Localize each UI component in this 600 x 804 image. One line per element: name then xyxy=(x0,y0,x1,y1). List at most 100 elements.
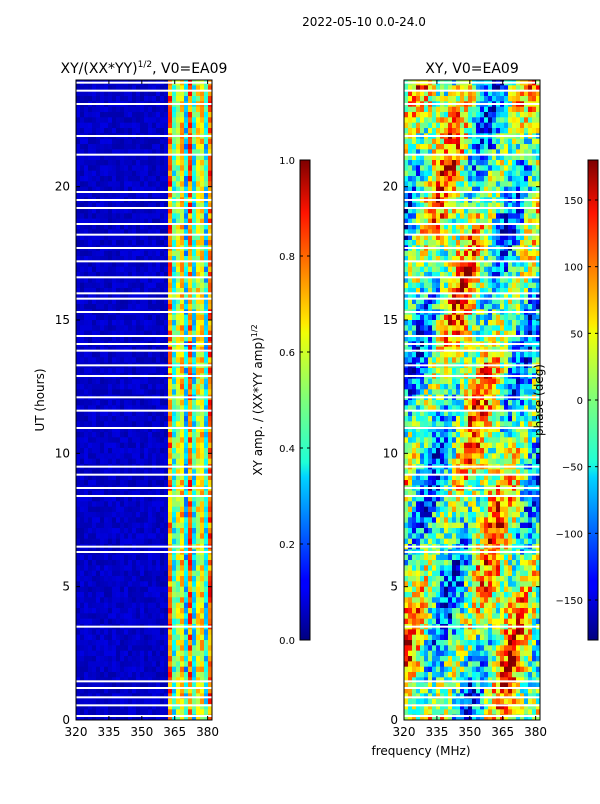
heatmap-cell xyxy=(120,523,124,529)
heatmap-cell xyxy=(164,699,168,705)
heatmap-cell xyxy=(144,213,148,219)
heatmap-cell xyxy=(200,368,204,374)
heatmap-cell xyxy=(196,480,200,486)
heatmap-cell xyxy=(168,357,172,363)
heatmap-cell xyxy=(124,453,128,459)
heatmap-cell xyxy=(204,315,208,321)
heatmap-cell xyxy=(188,352,192,358)
heatmap-cell xyxy=(136,533,140,539)
heatmap-cell xyxy=(472,139,476,145)
heatmap-cell xyxy=(120,437,124,443)
heatmap-cell xyxy=(144,181,148,187)
heatmap-cell xyxy=(120,400,124,406)
heatmap-cell xyxy=(164,443,168,449)
heatmap-cell xyxy=(112,357,116,363)
heatmap-cell xyxy=(160,555,164,561)
heatmap-cell xyxy=(444,123,448,129)
heatmap-cell xyxy=(188,619,192,625)
heatmap-cell xyxy=(108,123,112,129)
heatmap-cell xyxy=(156,384,160,390)
heatmap-cell xyxy=(92,619,96,625)
heatmap-cell xyxy=(132,523,136,529)
heatmap-cell xyxy=(116,661,120,667)
heatmap-cell xyxy=(148,379,152,385)
heatmap-cell xyxy=(84,96,88,102)
heatmap-cell xyxy=(448,123,452,129)
heatmap-cell xyxy=(104,416,108,422)
heatmap-cell xyxy=(88,437,92,443)
heatmap-cell xyxy=(128,165,132,171)
heatmap-cell xyxy=(108,213,112,219)
heatmap-cell xyxy=(96,432,100,438)
heatmap-cell xyxy=(120,501,124,507)
heatmap-cell xyxy=(108,304,112,310)
heatmap-cell xyxy=(160,587,164,593)
heatmap-cell xyxy=(168,661,172,667)
heatmap-cell xyxy=(148,325,152,331)
heatmap-cell xyxy=(408,107,412,113)
heatmap-cell xyxy=(180,629,184,635)
heatmap-cell xyxy=(168,325,172,331)
heatmap-cell xyxy=(112,352,116,358)
heatmap-cell xyxy=(100,571,104,577)
heatmap-cell xyxy=(136,699,140,705)
heatmap-cell xyxy=(200,389,204,395)
heatmap-cell xyxy=(88,123,92,129)
heatmap-cell xyxy=(132,416,136,422)
heatmap-cell xyxy=(124,400,128,406)
heatmap-cell xyxy=(176,523,180,529)
heatmap-cell xyxy=(180,213,184,219)
heatmap-cell xyxy=(204,267,208,273)
heatmap-cell xyxy=(144,667,148,673)
heatmap-cell xyxy=(112,587,116,593)
heatmap-cell xyxy=(88,251,92,257)
heatmap-cell xyxy=(144,320,148,326)
heatmap-cell xyxy=(164,400,168,406)
heatmap-cell xyxy=(156,517,160,523)
heatmap-cell xyxy=(172,283,176,289)
heatmap-cell xyxy=(112,368,116,374)
heatmap-cell xyxy=(96,603,100,609)
heatmap-cell xyxy=(128,661,132,667)
heatmap-cell xyxy=(188,267,192,273)
heatmap-cell xyxy=(204,528,208,534)
heatmap-cell xyxy=(180,315,184,321)
heatmap-cell xyxy=(144,443,148,449)
heatmap-cell xyxy=(196,581,200,587)
heatmap-cell xyxy=(164,389,168,395)
heatmap-cell xyxy=(180,661,184,667)
heatmap-cell xyxy=(116,699,120,705)
heatmap-cell xyxy=(132,389,136,395)
heatmap-cell xyxy=(504,112,508,118)
heatmap-cell xyxy=(144,608,148,614)
heatmap-cell xyxy=(92,117,96,123)
heatmap-cell xyxy=(132,619,136,625)
heatmap-cell xyxy=(192,251,196,257)
heatmap-cell xyxy=(516,117,520,123)
heatmap-cell xyxy=(88,128,92,134)
heatmap-cell xyxy=(416,139,420,145)
heatmap-cell xyxy=(96,437,100,443)
heatmap-cell xyxy=(192,128,196,134)
heatmap-cell xyxy=(140,181,144,187)
heatmap-cell xyxy=(76,320,80,326)
heatmap-cell xyxy=(156,139,160,145)
heatmap-cell xyxy=(124,357,128,363)
heatmap-cell xyxy=(152,651,156,657)
heatmap-cell xyxy=(180,571,184,577)
heatmap-cell xyxy=(528,176,532,182)
heatmap-cell xyxy=(104,613,108,619)
heatmap-cell xyxy=(160,144,164,150)
heatmap-cell xyxy=(80,267,84,273)
heatmap-cell xyxy=(100,656,104,662)
heatmap-cell xyxy=(104,453,108,459)
heatmap-cell xyxy=(88,165,92,171)
heatmap-cell xyxy=(156,267,160,273)
heatmap-cell xyxy=(160,181,164,187)
heatmap-cell xyxy=(140,368,144,374)
heatmap-cell xyxy=(132,368,136,374)
heatmap-cell xyxy=(180,560,184,566)
heatmap-cell xyxy=(128,416,132,422)
heatmap-cell xyxy=(96,128,100,134)
heatmap-cell xyxy=(92,352,96,358)
